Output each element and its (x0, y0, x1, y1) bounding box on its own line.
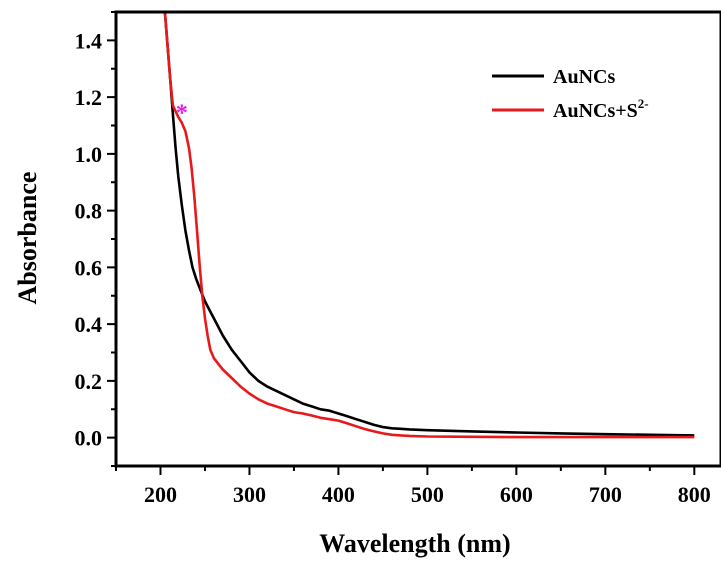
y-tick-label: 0.0 (75, 426, 103, 451)
peak-marker-asterisk: * (176, 100, 188, 126)
x-tick-label: 400 (322, 482, 355, 507)
x-tick-label: 200 (144, 482, 177, 507)
y-tick-label: 1.2 (75, 85, 103, 110)
legend: AuNCs AuNCs+S2- (492, 66, 649, 122)
ticks-layer: 200 300 400 500 600 700 800 0.0 0.2 0.4 0.6 0.8 1.0 1… (75, 11, 711, 507)
legend-label: AuNCs+S2- (553, 96, 649, 122)
x-tick-label: 300 (233, 482, 266, 507)
y-axis-title: Absorbance (13, 172, 42, 305)
x-tick-label: 700 (589, 482, 622, 507)
annotation-layer: * (176, 100, 188, 126)
y-tick-label: 0.8 (75, 199, 103, 224)
x-tick-label: 600 (500, 482, 533, 507)
y-tick-label: 0.4 (75, 312, 103, 337)
series-layer (163, 12, 695, 439)
y-tick-label: 1.4 (75, 28, 103, 53)
y-tick-label: 1.0 (75, 142, 103, 167)
series-line-aunc-s2 (163, 12, 695, 439)
y-tick-label: 0.6 (75, 255, 103, 280)
series-line-aunc (163, 12, 695, 437)
x-tick-label: 800 (678, 482, 711, 507)
legend-label: AuNCs (553, 66, 615, 88)
x-axis-title: Wavelength (nm) (319, 529, 510, 558)
x-tick-label: 500 (411, 482, 444, 507)
plot-frame (114, 10, 721, 468)
y-tick-label: 0.2 (75, 369, 103, 394)
